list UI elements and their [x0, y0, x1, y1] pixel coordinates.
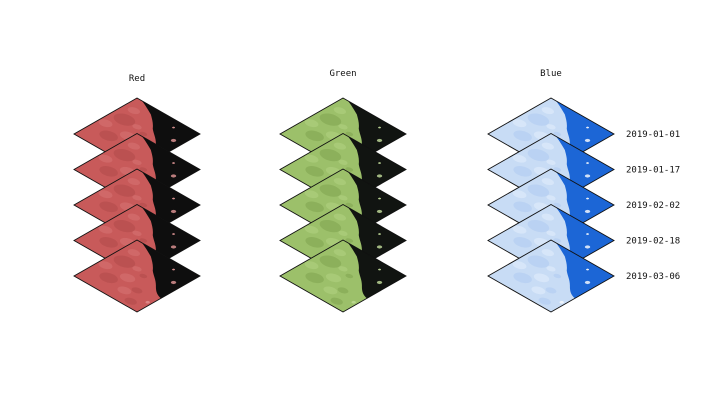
layer-tile-blue-5 — [487, 239, 615, 313]
layer-stack-red — [73, 97, 201, 313]
date-label: 2019-01-17 — [626, 166, 680, 176]
date-label: 2019-02-02 — [626, 201, 680, 211]
column-title-green: Green — [329, 69, 356, 79]
date-label: 2019-01-01 — [626, 130, 680, 140]
layer-stack-green — [279, 97, 407, 313]
column-title-blue: Blue — [540, 69, 562, 79]
layer-tile-green-5 — [279, 239, 407, 313]
date-label: 2019-02-18 — [626, 237, 680, 247]
layer-stack-blue — [487, 97, 615, 313]
layer-tile-red-5 — [73, 239, 201, 313]
date-label: 2019-03-06 — [626, 272, 680, 282]
column-title-red: Red — [129, 74, 145, 84]
